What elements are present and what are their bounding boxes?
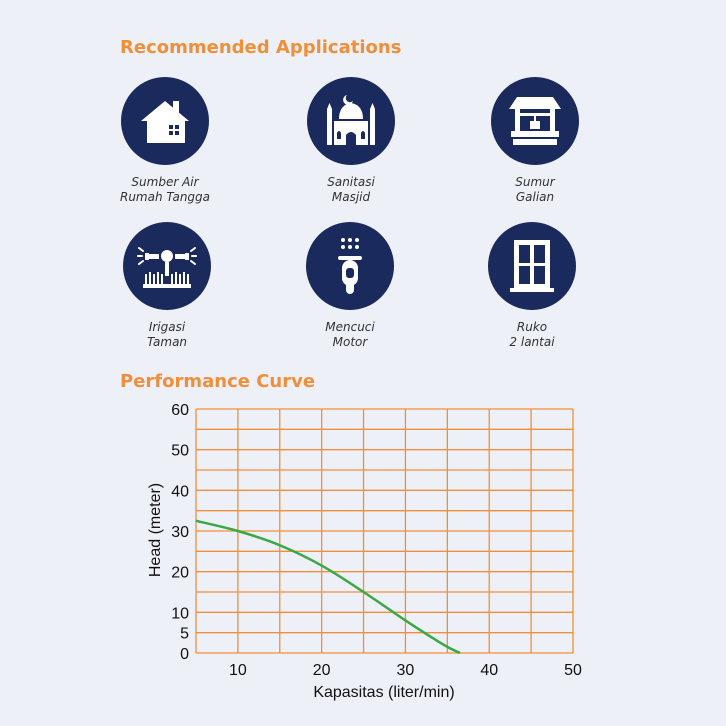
app-item-scooter-wash: Mencuci Motor	[280, 222, 420, 350]
app-label: Irigasi Taman	[146, 320, 188, 349]
y-tick-label: 10	[171, 605, 189, 622]
y-tick-label: 30	[171, 524, 189, 541]
x-tick-label: 50	[564, 662, 582, 679]
y-tick-label: 5	[180, 626, 189, 643]
house-icon	[141, 101, 189, 143]
series-line	[195, 519, 461, 655]
app-icon-circle	[121, 77, 209, 165]
well-icon	[509, 97, 561, 145]
y-tick-label: 0	[180, 646, 189, 663]
app-item-mosque: Sanitasi Masjid	[281, 77, 421, 205]
y-tick-label: 50	[171, 443, 189, 460]
window-building-icon	[510, 240, 554, 292]
app-label: Sumur Galian	[515, 175, 555, 204]
x-tick-label: 20	[313, 662, 331, 679]
chart-ticks: 10 20 30 40 50 0 5 10 20 30 40 50 60	[171, 402, 582, 679]
app-label: Sumber Air Rumah Tangga	[119, 175, 211, 204]
app-icon-circle	[307, 77, 395, 165]
performance-title: Performance Curve	[120, 371, 316, 392]
app-icon-circle	[491, 77, 579, 165]
app-item-house: Sumber Air Rumah Tangga	[95, 77, 235, 205]
y-tick-label: 20	[171, 565, 189, 582]
mosque-icon	[327, 95, 375, 145]
y-axis-label: Head (meter)	[147, 483, 164, 577]
y-tick-label: 40	[171, 483, 189, 500]
chart-grid	[195, 408, 574, 654]
app-item-sprinkler: Irigasi Taman	[97, 222, 237, 350]
sprinkler-icon	[137, 247, 197, 288]
x-tick-label: 30	[397, 662, 415, 679]
app-label: Ruko 2 lantai	[509, 320, 555, 349]
scooter-wash-icon	[338, 238, 362, 294]
app-icon-circle	[306, 222, 394, 310]
app-item-window-building: Ruko 2 lantai	[462, 222, 602, 350]
app-icon-circle	[488, 222, 576, 310]
app-label: Sanitasi Masjid	[327, 175, 375, 204]
x-tick-label: 10	[229, 662, 247, 679]
app-label: Mencuci Motor	[325, 320, 375, 349]
x-tick-label: 40	[480, 662, 498, 679]
applications-title: Recommended Applications	[120, 37, 402, 58]
x-axis-label: Kapasitas (liter/min)	[313, 684, 454, 701]
y-tick-label: 60	[171, 402, 189, 419]
app-item-well: Sumur Galian	[465, 77, 605, 205]
app-icon-circle	[123, 222, 211, 310]
